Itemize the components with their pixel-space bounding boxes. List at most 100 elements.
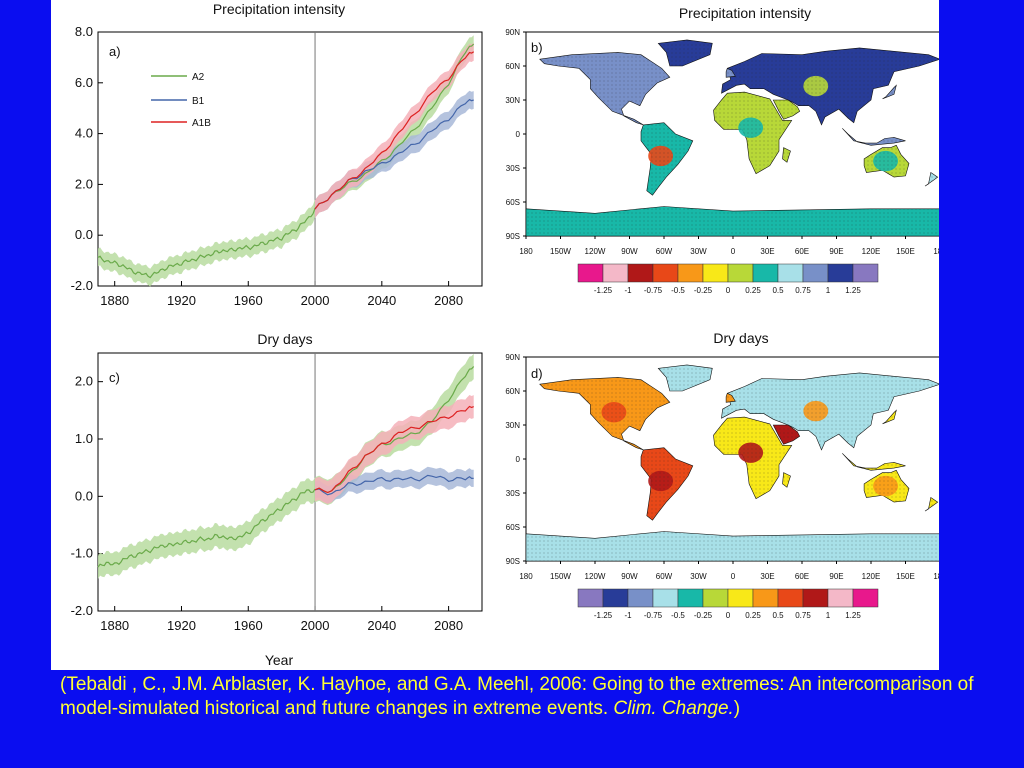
- y-tick-label: 2.0: [75, 176, 93, 191]
- lon-label: 90W: [621, 247, 638, 256]
- historical-line: [97, 488, 316, 568]
- lat-label: 60S: [506, 523, 520, 532]
- stipple-greenland: [658, 364, 713, 391]
- colorbar-swatch: [727, 263, 754, 283]
- series-a1b-line: [314, 51, 475, 210]
- stipple-samerica: [641, 122, 693, 196]
- panel-d-lat-axis: 90N 60N 30N 0 30S 60S 90S: [505, 353, 526, 566]
- x-tick-label: 2080: [434, 293, 463, 308]
- lat-label: 0: [516, 130, 521, 139]
- colorbar-label: 0.75: [795, 286, 811, 295]
- colorbar-swatch: [852, 588, 879, 608]
- stipple-eurasia: [721, 47, 940, 125]
- colorbar-label: -1: [624, 611, 632, 620]
- colorbar-label: 0.25: [745, 611, 761, 620]
- historical-line: [97, 208, 316, 279]
- stipple-africa: [713, 92, 792, 174]
- colorbar-label: 0: [726, 611, 731, 620]
- series-a1b-line: [314, 405, 474, 494]
- lon-label: 30W: [690, 572, 707, 581]
- stipple-africa: [713, 417, 792, 499]
- panel-d-map: [526, 364, 940, 561]
- colorbar-swatch: [602, 263, 629, 283]
- panel-b-lon-axis: 180 150W 120W 90W 60W 30W 0 30E 60E 90E 120E 150E 18…: [519, 236, 947, 256]
- stipple-madagascar: [782, 472, 791, 488]
- lon-label: 30W: [690, 247, 707, 256]
- lon-label: 60E: [795, 247, 809, 256]
- colorbar-label: 0.5: [772, 286, 784, 295]
- lon-label: 180: [933, 247, 939, 256]
- lon-label: 90W: [621, 572, 638, 581]
- colorbar-swatch: [827, 263, 854, 283]
- lon-label: 60W: [656, 572, 673, 581]
- stipple-uk: [726, 68, 736, 78]
- panel-b: Precipitation intensity b) 90N 60N 30N 0 30S…: [505, 5, 947, 295]
- panel-a-label: a): [109, 44, 121, 59]
- stipple-antarctica: [526, 206, 940, 236]
- lat-label: 0: [516, 455, 521, 464]
- colorbar-label: -0.75: [644, 611, 663, 620]
- panel-c-frame: [97, 352, 483, 612]
- colorbar-swatch: [677, 263, 704, 283]
- lon-label: 60E: [795, 572, 809, 581]
- stipple-nz: [925, 497, 938, 512]
- lat-label: 30S: [506, 164, 520, 173]
- x-tick-label: 1920: [167, 618, 196, 633]
- lon-label: 30E: [760, 247, 774, 256]
- caption-journal: Clim. Change.: [613, 698, 734, 719]
- caption-paren-close: ): [733, 698, 741, 719]
- stipple-australia: [864, 145, 909, 178]
- panel-c-label: c): [109, 370, 120, 385]
- lat-label: 60N: [505, 387, 520, 396]
- colorbar-swatch: [652, 588, 679, 608]
- stipple-namerica: [539, 377, 670, 450]
- lon-label: 150W: [550, 572, 571, 581]
- stipple-japan: [882, 410, 897, 424]
- panel-c-xlabel: Year: [265, 652, 294, 668]
- lat-label: 60N: [505, 62, 520, 71]
- colorbar-swatch: [802, 588, 829, 608]
- stipple-uk: [726, 393, 736, 403]
- panel-a: Precipitation intensity 1880 1920 1960 2000…: [71, 1, 483, 308]
- colorbar-label: -1.25: [594, 611, 613, 620]
- series-a2-line: [314, 43, 475, 210]
- series-a1b-band: [315, 395, 474, 504]
- colorbar-swatch: [752, 588, 779, 608]
- colorbar-label: -1: [624, 286, 632, 295]
- colorbar-swatch: [702, 263, 729, 283]
- x-tick-label: 2080: [434, 618, 463, 633]
- lat-label: 90N: [505, 353, 520, 362]
- colorbar-label: -0.25: [694, 611, 713, 620]
- colorbar-swatch: [777, 588, 804, 608]
- panel-a-frame: [97, 31, 483, 287]
- y-tick-label: 0.0: [75, 227, 93, 242]
- panel-a-title: Precipitation intensity: [213, 1, 345, 17]
- colorbar-swatch: [777, 263, 804, 283]
- panel-d-label: d): [531, 366, 543, 381]
- y-tick-label: 6.0: [75, 75, 93, 90]
- y-tick-label: -2.0: [71, 603, 93, 618]
- stipple-samerica: [641, 447, 693, 521]
- panel-d-colorbar: -1.25 -1 -0.75 -0.5 -0.25 0 0.25 0.5 0.75 1 1.25: [577, 588, 879, 620]
- lon-label: 150W: [550, 247, 571, 256]
- figure-panel: Precipitation intensity 1880 1920 1960 2000…: [51, 0, 947, 670]
- colorbar-label: 1: [826, 611, 831, 620]
- panel-b-map: [526, 39, 940, 236]
- caption-paren-open: (: [60, 674, 67, 695]
- lat-label: 90N: [505, 28, 520, 37]
- lon-label: 60W: [656, 247, 673, 256]
- colorbar-label: -0.5: [671, 611, 685, 620]
- colorbar-label: 1.25: [845, 611, 861, 620]
- lon-label: 180: [933, 572, 939, 581]
- stipple-nz: [925, 172, 938, 187]
- stipple-greenland: [658, 39, 713, 66]
- lat-label: 30N: [505, 421, 520, 430]
- lon-label: 30E: [760, 572, 774, 581]
- colorbar-swatch: [727, 588, 754, 608]
- y-tick-label: 8.0: [75, 24, 93, 39]
- colorbar-label: -0.25: [694, 286, 713, 295]
- stipple-namerica: [539, 52, 670, 125]
- lon-label: 150E: [896, 247, 915, 256]
- lon-label: 120W: [585, 247, 606, 256]
- lon-label: 0: [731, 572, 736, 581]
